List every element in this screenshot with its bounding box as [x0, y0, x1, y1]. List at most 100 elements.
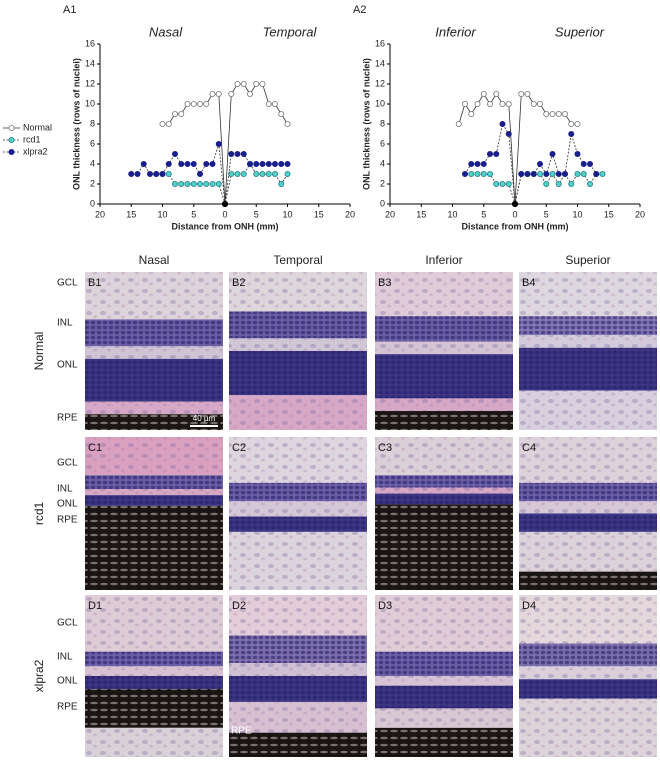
- tissue-texture: [519, 272, 657, 317]
- data-point: [512, 200, 519, 207]
- data-point: [549, 111, 556, 118]
- panel-label: D1: [88, 600, 102, 612]
- data-point: [587, 160, 594, 167]
- data-point: [178, 160, 185, 167]
- data-point: [537, 170, 544, 177]
- data-point: [184, 180, 191, 187]
- data-point: [568, 180, 575, 187]
- legend-marker: [8, 136, 15, 143]
- tissue-texture: [85, 489, 223, 496]
- x-tick-label: 5: [544, 209, 549, 219]
- data-point: [555, 170, 562, 177]
- scale-bar-label: 40 µm: [193, 414, 216, 423]
- data-point: [234, 170, 241, 177]
- data-point: [493, 91, 500, 98]
- data-point: [537, 160, 544, 167]
- y-tick-label: 12: [85, 78, 95, 88]
- y-tick-label: 4: [90, 158, 95, 168]
- y-tick-label: 10: [375, 98, 385, 108]
- data-point: [555, 180, 562, 187]
- row-label: rcd1: [32, 502, 46, 526]
- data-point: [278, 180, 285, 187]
- legend-marker: [8, 125, 15, 132]
- data-point: [455, 121, 462, 128]
- data-point: [209, 160, 216, 167]
- panel-label: A2: [353, 4, 366, 16]
- column-header: Nasal: [139, 253, 170, 267]
- tissue-texture: [375, 475, 513, 488]
- data-point: [543, 111, 550, 118]
- panel-label: C2: [232, 442, 246, 454]
- tissue-texture: [375, 685, 513, 709]
- y-tick-label: 14: [85, 58, 95, 68]
- tissue-texture: [85, 475, 223, 490]
- panel-label: D4: [522, 600, 536, 612]
- layer-label: RPE: [57, 515, 78, 526]
- data-point: [587, 180, 594, 187]
- data-point: [599, 170, 606, 177]
- data-point: [178, 180, 185, 187]
- x-tick-label: 20: [345, 209, 355, 219]
- data-point: [190, 180, 197, 187]
- tissue-texture: [85, 688, 223, 728]
- data-point: [203, 101, 210, 108]
- y-tick-label: 2: [90, 178, 95, 188]
- data-point: [171, 111, 178, 118]
- tissue-texture: [85, 319, 223, 347]
- data-point: [159, 170, 166, 177]
- data-point: [474, 170, 481, 177]
- data-point: [580, 170, 587, 177]
- data-point: [165, 160, 172, 167]
- y-tick-label: 16: [85, 38, 95, 48]
- y-tick-label: 2: [380, 178, 385, 188]
- panel-label: B3: [378, 277, 391, 289]
- region-title: Inferior: [435, 24, 476, 39]
- x-tick-label: 20: [95, 209, 105, 219]
- x-tick-label: 15: [604, 209, 614, 219]
- histology-image: [375, 437, 513, 590]
- tissue-texture: [85, 272, 223, 320]
- layer-label: GCL: [57, 278, 78, 289]
- data-point: [228, 170, 235, 177]
- tissue-texture: [229, 676, 367, 702]
- data-point: [240, 150, 247, 157]
- layer-label: RPE: [57, 413, 78, 424]
- tissue-texture: [85, 666, 223, 676]
- x-tick-label: 0: [222, 209, 227, 219]
- tissue-texture: [229, 482, 367, 502]
- data-point: [593, 170, 600, 177]
- tissue-texture: [85, 358, 223, 402]
- tissue-texture: [85, 495, 223, 506]
- tissue-texture: [85, 346, 223, 359]
- data-point: [215, 140, 222, 147]
- data-point: [253, 170, 260, 177]
- inset-label: RPE: [231, 726, 252, 737]
- data-point: [203, 180, 210, 187]
- tissue-texture: [375, 708, 513, 728]
- tissue-texture: [375, 341, 513, 355]
- data-point: [461, 170, 468, 177]
- tissue-texture: [85, 401, 223, 415]
- data-point: [259, 170, 266, 177]
- data-point: [468, 160, 475, 167]
- data-point: [568, 121, 575, 128]
- x-tick-label: 15: [314, 209, 324, 219]
- data-point: [240, 170, 247, 177]
- series-line: [156, 163, 288, 206]
- data-point: [493, 180, 500, 187]
- tissue-texture: [229, 272, 367, 312]
- panel-label: D2: [232, 600, 246, 612]
- y-tick-label: 8: [380, 118, 385, 128]
- data-point: [153, 170, 160, 177]
- tissue-texture: [519, 347, 657, 391]
- data-point: [543, 180, 550, 187]
- tissue-texture: [229, 437, 367, 483]
- histology-image: [229, 595, 367, 757]
- data-point: [505, 130, 512, 137]
- data-point: [278, 160, 285, 167]
- data-point: [140, 160, 147, 167]
- data-point: [184, 160, 191, 167]
- data-point: [574, 170, 581, 177]
- tissue-texture: [519, 335, 657, 348]
- tissue-texture: [519, 482, 657, 502]
